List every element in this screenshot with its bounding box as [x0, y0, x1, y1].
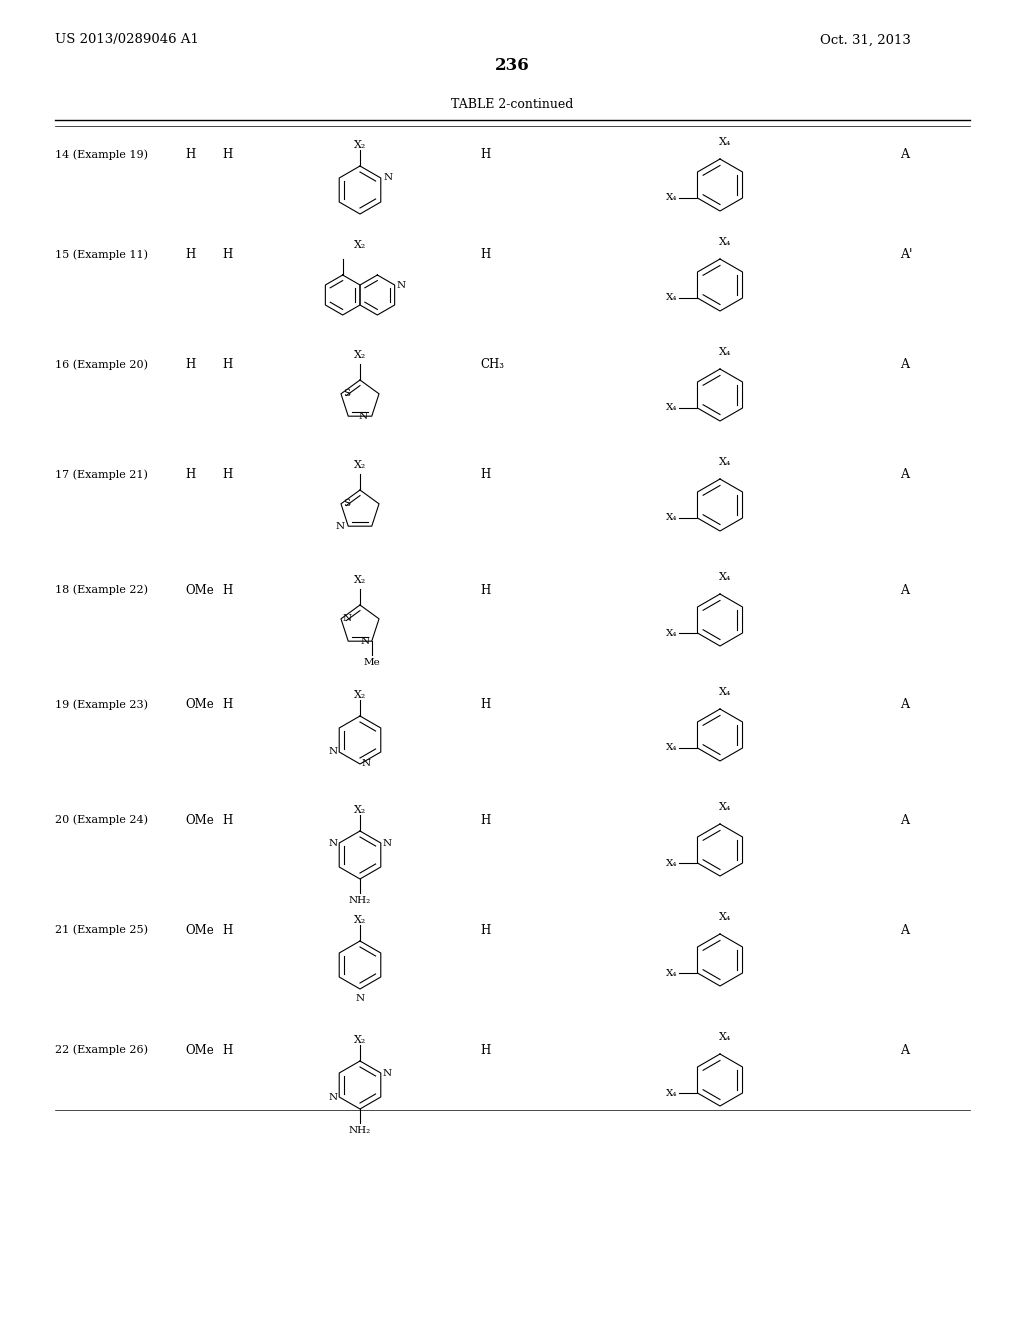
Text: H: H	[480, 149, 490, 161]
Text: N: N	[328, 1093, 337, 1101]
Text: N: N	[360, 636, 370, 645]
Text: N: N	[355, 994, 365, 1003]
Text: A: A	[900, 583, 909, 597]
Text: X₄: X₄	[719, 803, 731, 812]
Text: H: H	[222, 1044, 232, 1056]
Text: OMe: OMe	[185, 813, 214, 826]
Text: OMe: OMe	[185, 1044, 214, 1056]
Text: X₄: X₄	[719, 457, 731, 467]
Text: H: H	[222, 248, 232, 261]
Text: X₄: X₄	[719, 1032, 731, 1041]
Text: X₄: X₄	[719, 347, 731, 356]
Text: X₂: X₂	[354, 915, 367, 925]
Text: NH₂: NH₂	[349, 896, 371, 906]
Text: OMe: OMe	[185, 924, 214, 936]
Text: A: A	[900, 1044, 909, 1056]
Text: X₂: X₂	[354, 690, 367, 700]
Text: H: H	[185, 359, 196, 371]
Text: 21 (Example 25): 21 (Example 25)	[55, 925, 148, 936]
Text: N: N	[358, 412, 368, 421]
Text: H: H	[222, 469, 232, 482]
Text: CH₃: CH₃	[480, 359, 504, 371]
Text: A: A	[900, 813, 909, 826]
Text: X₄: X₄	[666, 743, 678, 752]
Text: H: H	[185, 149, 196, 161]
Text: N: N	[384, 173, 393, 182]
Text: A: A	[900, 924, 909, 936]
Text: X₂: X₂	[354, 576, 367, 585]
Text: S: S	[343, 389, 350, 399]
Text: N: N	[383, 1068, 392, 1077]
Text: A': A'	[900, 248, 912, 261]
Text: N: N	[335, 521, 344, 531]
Text: X₄: X₄	[666, 404, 678, 412]
Text: 20 (Example 24): 20 (Example 24)	[55, 814, 148, 825]
Text: A: A	[900, 469, 909, 482]
Text: H: H	[222, 149, 232, 161]
Text: H: H	[222, 698, 232, 711]
Text: US 2013/0289046 A1: US 2013/0289046 A1	[55, 33, 199, 46]
Text: X₂: X₂	[354, 805, 367, 814]
Text: H: H	[222, 813, 232, 826]
Text: X₂: X₂	[354, 140, 367, 150]
Text: N: N	[383, 838, 392, 847]
Text: H: H	[480, 698, 490, 711]
Text: OMe: OMe	[185, 698, 214, 711]
Text: X₄: X₄	[719, 137, 731, 147]
Text: X₄: X₄	[719, 686, 731, 697]
Text: H: H	[185, 469, 196, 482]
Text: X₄: X₄	[719, 912, 731, 921]
Text: X₄: X₄	[666, 858, 678, 867]
Text: 18 (Example 22): 18 (Example 22)	[55, 585, 148, 595]
Text: A: A	[900, 149, 909, 161]
Text: A: A	[900, 698, 909, 711]
Text: X₂: X₂	[354, 459, 367, 470]
Text: X₄: X₄	[666, 513, 678, 523]
Text: A: A	[900, 359, 909, 371]
Text: 17 (Example 21): 17 (Example 21)	[55, 470, 147, 480]
Text: 15 (Example 11): 15 (Example 11)	[55, 249, 148, 260]
Text: 19 (Example 23): 19 (Example 23)	[55, 700, 148, 710]
Text: H: H	[222, 583, 232, 597]
Text: N: N	[328, 747, 337, 756]
Text: X₄: X₄	[666, 969, 678, 978]
Text: X₄: X₄	[719, 572, 731, 582]
Text: X₄: X₄	[719, 238, 731, 247]
Text: H: H	[480, 469, 490, 482]
Text: X₄: X₄	[666, 628, 678, 638]
Text: N: N	[328, 838, 337, 847]
Text: 14 (Example 19): 14 (Example 19)	[55, 149, 148, 160]
Text: N: N	[362, 759, 371, 768]
Text: H: H	[480, 924, 490, 936]
Text: H: H	[480, 583, 490, 597]
Text: X₄: X₄	[666, 1089, 678, 1097]
Text: N: N	[343, 614, 352, 623]
Text: N: N	[396, 281, 406, 289]
Text: X₂: X₂	[354, 240, 367, 249]
Text: H: H	[222, 359, 232, 371]
Text: Me: Me	[364, 659, 380, 667]
Text: H: H	[222, 924, 232, 936]
Text: H: H	[480, 1044, 490, 1056]
Text: X₂: X₂	[354, 350, 367, 360]
Text: 16 (Example 20): 16 (Example 20)	[55, 360, 148, 371]
Text: OMe: OMe	[185, 583, 214, 597]
Text: H: H	[480, 813, 490, 826]
Text: H: H	[480, 248, 490, 261]
Text: H: H	[185, 248, 196, 261]
Text: 22 (Example 26): 22 (Example 26)	[55, 1044, 148, 1055]
Text: Oct. 31, 2013: Oct. 31, 2013	[820, 33, 911, 46]
Text: NH₂: NH₂	[349, 1126, 371, 1135]
Text: X₄: X₄	[666, 194, 678, 202]
Text: X₂: X₂	[354, 1035, 367, 1045]
Text: 236: 236	[495, 57, 529, 74]
Text: TABLE 2-continued: TABLE 2-continued	[451, 99, 573, 111]
Text: S: S	[343, 499, 350, 508]
Text: X₄: X₄	[666, 293, 678, 302]
